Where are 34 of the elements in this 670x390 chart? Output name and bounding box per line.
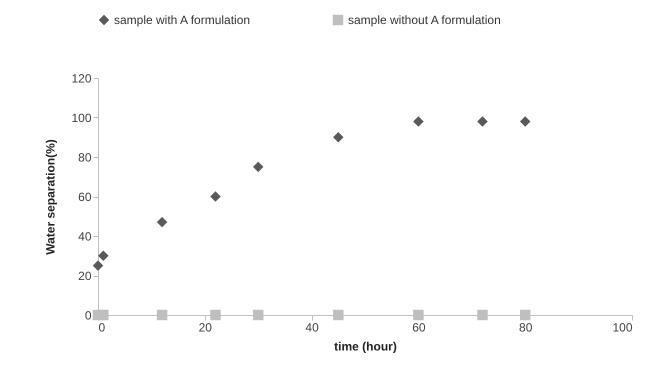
x-tick-label: 100: [612, 320, 633, 334]
point: [520, 310, 530, 320]
x-axis-title: time (hour): [334, 340, 397, 354]
x-tick-label: 60: [412, 320, 426, 334]
y-tick-label: 0: [84, 308, 92, 322]
point: [210, 191, 221, 202]
point: [252, 310, 264, 320]
legend-label: sample with A formulation: [114, 13, 250, 27]
y-tick-label: 20: [78, 269, 92, 283]
point: [413, 310, 424, 320]
legend-label: sample without A formulation: [348, 13, 501, 27]
x-tick-label: 20: [198, 320, 212, 334]
y-tick-label: 120: [71, 72, 92, 86]
x-tick-label: 80: [519, 320, 533, 334]
point: [252, 162, 264, 172]
y-tick-label: 100: [71, 111, 92, 125]
x-tick-label: 40: [305, 320, 320, 334]
y-tick-label: 60: [78, 190, 92, 204]
y-tick-label: 80: [78, 150, 92, 164]
point: [333, 132, 344, 142]
point: [520, 116, 530, 127]
point: [477, 310, 488, 320]
point: [413, 116, 424, 127]
point: [477, 116, 488, 127]
point: [92, 260, 104, 271]
point: [210, 310, 221, 320]
point: [156, 310, 168, 320]
point: [98, 250, 109, 261]
point: [333, 310, 344, 320]
x-tick-label: 0: [98, 320, 106, 334]
point: [98, 310, 109, 320]
point: [156, 216, 168, 228]
y-axis-title: Water separation(%): [43, 139, 58, 255]
y-tick-label: 40: [78, 230, 92, 244]
